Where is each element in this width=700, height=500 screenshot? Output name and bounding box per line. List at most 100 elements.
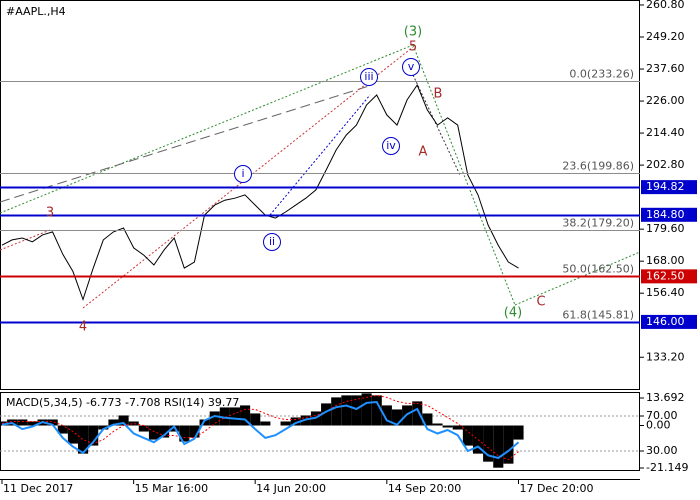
macd-bar — [260, 421, 271, 426]
y-tick-label: -21.149 — [646, 461, 688, 474]
price-panel — [0, 0, 640, 390]
macd-bar — [189, 425, 200, 438]
wave-label: (4) — [504, 306, 522, 321]
wave-label: 3 — [46, 206, 54, 221]
macd-bar — [371, 395, 382, 426]
level-label: 184.80 — [646, 208, 685, 221]
macd-bar — [452, 425, 463, 430]
macd-bar — [88, 425, 99, 446]
macd-bar — [240, 405, 251, 426]
level-box — [641, 269, 697, 284]
x-tick-label: 14 Sep 20:00 — [388, 482, 461, 495]
trend-line — [0, 229, 51, 251]
wave-label: 5 — [409, 40, 417, 55]
trend-line — [412, 74, 461, 176]
trend-lines — [0, 44, 641, 309]
macd-bar — [98, 425, 109, 430]
level-box — [641, 207, 697, 222]
level-label: 162.50 — [646, 269, 685, 282]
macd-bar — [219, 407, 230, 426]
y-tick-label: 202.80 — [646, 158, 685, 171]
fib-label: 50.0(162.50) — [562, 263, 634, 276]
trend-line — [412, 44, 516, 306]
macd-bar — [128, 421, 139, 426]
macd-bar — [442, 425, 453, 428]
trend-line — [514, 251, 641, 306]
macd-bar — [159, 425, 170, 438]
macd-bar — [351, 395, 362, 426]
macd-bar — [17, 419, 28, 426]
wave-label: 4 — [79, 320, 87, 335]
indicator-title: MACD(5,34,5) -6.773 -7.708 RSI(14) 39.77 — [6, 396, 239, 409]
level-box — [641, 180, 697, 195]
fib-label: 0.0(233.26) — [569, 68, 634, 81]
macd-bar — [250, 413, 261, 426]
x-tick-label: 15 Mar 16:00 — [135, 482, 208, 495]
macd-bar — [412, 401, 423, 426]
wave-label: C — [536, 295, 545, 310]
macd-bar — [138, 425, 149, 432]
macd-bar — [199, 419, 210, 426]
macd-bar — [27, 421, 38, 426]
fib-label: 61.8(145.81) — [562, 309, 634, 322]
macd-bar — [67, 425, 78, 444]
indicator-panel — [0, 392, 640, 471]
y-tick-label: 0.00 — [646, 419, 671, 432]
macd-bar — [483, 425, 494, 462]
fib-label: 23.6(199.86) — [562, 160, 634, 173]
y-tick-label: 179.60 — [646, 222, 685, 235]
y-tick-label: 133.20 — [646, 350, 685, 363]
rsi-line — [1, 400, 520, 460]
chart-title: #AAPL.,H4 — [6, 5, 66, 18]
wave-label: (3) — [404, 25, 422, 40]
macd-bar — [78, 425, 89, 454]
macd-bar — [513, 425, 524, 440]
x-tick-label: 17 Dec 20:00 — [519, 482, 593, 495]
y-tick-label: 226.00 — [646, 94, 685, 107]
macd-bar — [503, 425, 514, 464]
macd-bar — [432, 423, 443, 426]
wave-label: v — [408, 60, 415, 73]
y2-tick-label: 30.00 — [646, 444, 678, 457]
y2-tick-label: 70.00 — [646, 409, 678, 422]
price-line — [1, 83, 519, 302]
macd-bar — [148, 425, 160, 440]
level-label: 194.82 — [646, 180, 685, 193]
macd-bar — [209, 411, 220, 426]
y-tick-label: 214.40 — [646, 126, 685, 139]
macd-bar — [108, 419, 119, 426]
y-tick-label: 13.692 — [646, 391, 685, 404]
macd-bar — [280, 421, 291, 426]
fib-label: 38.2(179.20) — [562, 217, 634, 230]
macd-bar — [391, 409, 403, 426]
signal-line — [1, 394, 519, 461]
macd-bar — [229, 407, 241, 426]
wave-circle — [382, 137, 400, 155]
y-tick-label: 237.60 — [646, 62, 685, 75]
macd-bar — [179, 425, 190, 442]
macd-bar — [169, 425, 180, 432]
wave-label: i — [241, 167, 244, 180]
y-tick-label: 249.20 — [646, 30, 685, 43]
x-tick-label: 11 Dec 2017 — [3, 482, 73, 495]
macd-bar — [331, 397, 342, 426]
y-tick-label: 156.40 — [646, 286, 685, 299]
macd-bar — [381, 405, 392, 426]
macd-bar — [290, 417, 301, 426]
macd-bar — [341, 395, 352, 426]
trend-line — [0, 84, 373, 203]
wave-label: A — [419, 145, 428, 160]
level-label: 146.00 — [646, 315, 685, 328]
macd-bar — [57, 425, 68, 434]
y-tick-label: 260.80 — [646, 0, 685, 11]
x-tick-label: 14 Jun 20:00 — [256, 482, 326, 495]
wave-label: B — [434, 87, 443, 102]
macd-bar — [47, 419, 58, 426]
y-tick-label: 168.00 — [646, 254, 685, 267]
macd-bar — [118, 415, 129, 426]
wave-circle — [360, 68, 378, 86]
macd-bar — [493, 425, 504, 468]
wave-label: ii — [269, 235, 275, 248]
level-box — [641, 314, 697, 329]
